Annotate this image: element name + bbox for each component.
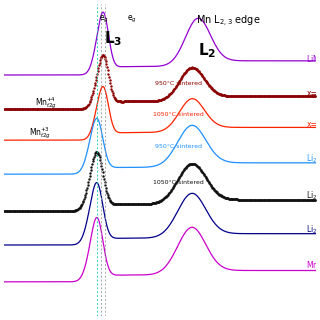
Text: 950°C sintered: 950°C sintered bbox=[155, 144, 202, 149]
Text: e$_g$: e$_g$ bbox=[99, 13, 109, 25]
Text: 1050°C sintered: 1050°C sintered bbox=[153, 112, 204, 117]
Text: 1050°C sintered: 1050°C sintered bbox=[153, 180, 204, 185]
Text: LiMn$_2$O$_4$: LiMn$_2$O$_4$ bbox=[307, 53, 320, 66]
Text: Mn L$_{2,3}$ edge: Mn L$_{2,3}$ edge bbox=[196, 13, 261, 28]
Text: MnO$_2$: MnO$_2$ bbox=[307, 260, 320, 273]
Text: e$_g$: e$_g$ bbox=[127, 13, 137, 25]
Text: x=0.1: x=0.1 bbox=[307, 120, 320, 129]
Text: Mn$^{+3}_{t2g}$: Mn$^{+3}_{t2g}$ bbox=[29, 125, 51, 141]
Text: Li$_2$MnO$_3$: Li$_2$MnO$_3$ bbox=[307, 189, 320, 202]
Text: Mn$^{+4}_{t2g}$: Mn$^{+4}_{t2g}$ bbox=[35, 96, 58, 111]
Text: Li$_2$MnO$_3$: Li$_2$MnO$_3$ bbox=[307, 152, 320, 165]
Text: $\mathbf{L_3}$: $\mathbf{L_3}$ bbox=[104, 29, 123, 48]
Text: 950°C sintered: 950°C sintered bbox=[155, 81, 202, 86]
Text: $\mathbf{L_2}$: $\mathbf{L_2}$ bbox=[197, 42, 216, 60]
Text: Li$_2$MnO$_3$: Li$_2$MnO$_3$ bbox=[307, 223, 320, 236]
Text: x=0.1: x=0.1 bbox=[307, 89, 320, 98]
